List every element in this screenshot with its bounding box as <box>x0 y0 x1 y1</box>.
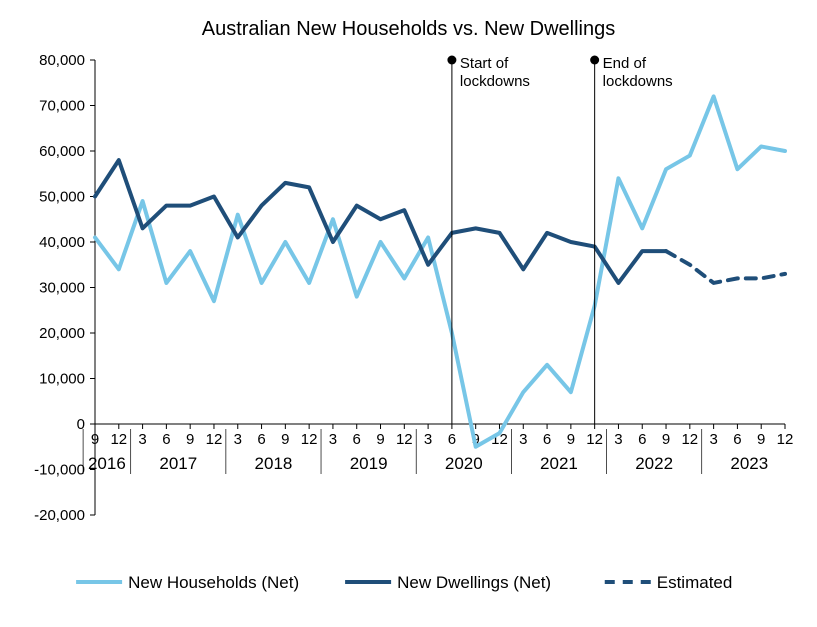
x-tick-label: 12 <box>110 431 127 448</box>
year-label: 2021 <box>540 454 578 473</box>
legend-label: Estimated <box>657 573 733 592</box>
y-tick-label: 30,000 <box>39 280 85 297</box>
x-tick-label: 3 <box>519 431 527 448</box>
y-tick-label: 60,000 <box>39 143 85 160</box>
annotation-label: End of <box>603 55 647 72</box>
year-label: 2023 <box>730 454 768 473</box>
x-tick-label: 3 <box>234 431 242 448</box>
x-tick-label: 6 <box>162 431 170 448</box>
x-tick-label: 9 <box>186 431 194 448</box>
year-label: 2022 <box>635 454 673 473</box>
y-tick-label: 80,000 <box>39 52 85 69</box>
year-label: 2017 <box>159 454 197 473</box>
annotation-marker <box>447 56 456 65</box>
x-tick-label: 6 <box>448 431 456 448</box>
x-tick-label: 3 <box>709 431 717 448</box>
x-tick-label: 9 <box>91 431 99 448</box>
x-tick-label: 6 <box>733 431 741 448</box>
x-tick-label: 9 <box>757 431 765 448</box>
series-new-households <box>95 96 785 446</box>
y-tick-label: 40,000 <box>39 234 85 251</box>
x-tick-label: 12 <box>396 431 413 448</box>
x-tick-label: 12 <box>681 431 698 448</box>
x-tick-label: 3 <box>138 431 146 448</box>
x-tick-label: 12 <box>206 431 223 448</box>
x-tick-label: 6 <box>353 431 361 448</box>
annotation-label: lockdowns <box>460 73 530 90</box>
line-chart: -20,000 -10,000 0 10,000 20,000 30,000 40,000 5… <box>0 0 817 627</box>
y-tick-label: -20,000 <box>34 507 85 524</box>
x-tick-label: 9 <box>567 431 575 448</box>
y-tick-label: 10,000 <box>39 371 85 388</box>
x-tick-label: 12 <box>777 431 794 448</box>
x-tick-label: 12 <box>586 431 603 448</box>
annotation-marker <box>590 56 599 65</box>
year-label: 2020 <box>445 454 483 473</box>
year-label: 2016 <box>88 454 126 473</box>
year-label: 2018 <box>255 454 293 473</box>
legend-label: New Dwellings (Net) <box>397 573 551 592</box>
x-tick-label: 9 <box>662 431 670 448</box>
annotation-label: Start of <box>460 55 509 72</box>
x-tick-label: 3 <box>424 431 432 448</box>
x-tick-label: 3 <box>329 431 337 448</box>
x-tick-label: 9 <box>376 431 384 448</box>
y-tick-label: 0 <box>77 416 85 433</box>
y-tick-label: 70,000 <box>39 98 85 115</box>
y-tick-label: 20,000 <box>39 325 85 342</box>
y-tick-label: 50,000 <box>39 189 85 206</box>
x-tick-label: 6 <box>638 431 646 448</box>
x-tick-label: 6 <box>543 431 551 448</box>
legend-label: New Households (Net) <box>128 573 299 592</box>
y-tick-label: -10,000 <box>34 462 85 479</box>
x-tick-label: 6 <box>257 431 265 448</box>
series-estimated <box>666 251 785 283</box>
x-tick-label: 3 <box>614 431 622 448</box>
x-tick-label: 12 <box>301 431 318 448</box>
year-label: 2019 <box>350 454 388 473</box>
annotation-label: lockdowns <box>603 73 673 90</box>
x-tick-label: 9 <box>281 431 289 448</box>
